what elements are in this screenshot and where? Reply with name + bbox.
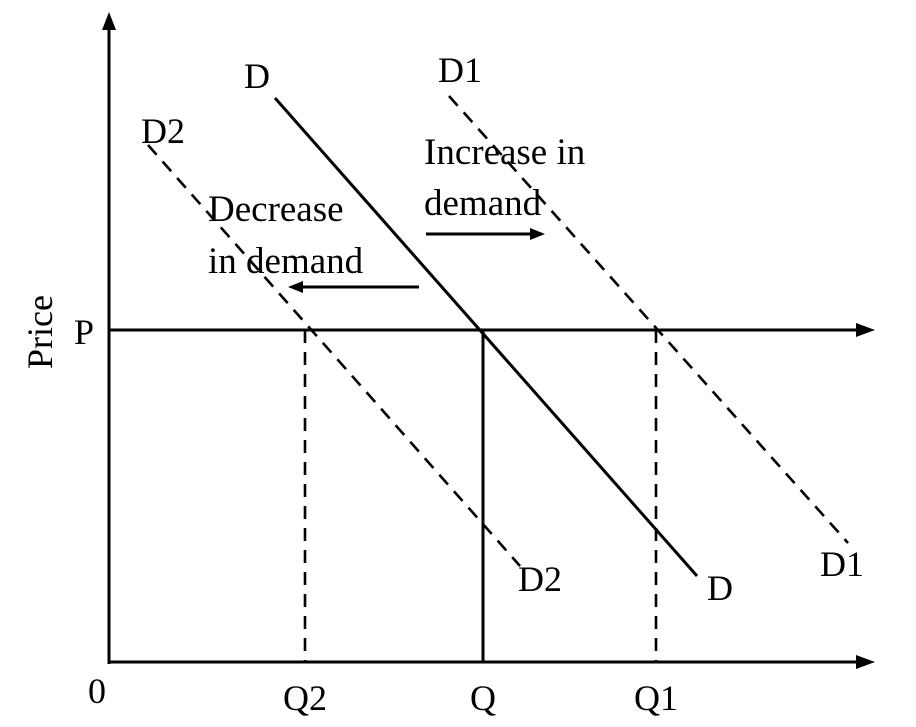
quantity-tick-q1: Q1 — [634, 678, 678, 718]
origin-label: 0 — [88, 671, 106, 711]
price-tick-label: P — [74, 312, 94, 352]
increase-annotation-line1: Increase in — [424, 132, 585, 173]
quantity-tick-q2: Q2 — [283, 678, 327, 718]
y-axis-arrowhead — [102, 12, 116, 30]
price-line-arrowhead — [856, 323, 875, 337]
curve-d2-bottom-label: D2 — [518, 559, 562, 599]
decrease-annotation-line2: in demand — [208, 241, 364, 282]
curve-d1-bottom-label: D1 — [820, 544, 864, 584]
increase-arrowhead — [530, 228, 545, 240]
curve-d-bottom-label: D — [707, 568, 733, 608]
curve-d1-top-label: D1 — [438, 50, 482, 90]
quantity-tick-q: Q — [470, 678, 496, 718]
y-axis-label: Price — [20, 295, 60, 369]
decrease-annotation-line1: Decrease — [208, 189, 344, 230]
x-axis-arrowhead — [856, 655, 875, 669]
demand-curve-d2 — [147, 144, 521, 567]
demand-curve-d1 — [448, 95, 849, 544]
curve-d-top-label: D — [244, 56, 270, 96]
curve-d2-top-label: D2 — [141, 111, 185, 151]
decrease-arrowhead — [288, 281, 303, 293]
demand-curve-d — [273, 97, 699, 577]
increase-annotation-line2: demand — [424, 183, 542, 224]
